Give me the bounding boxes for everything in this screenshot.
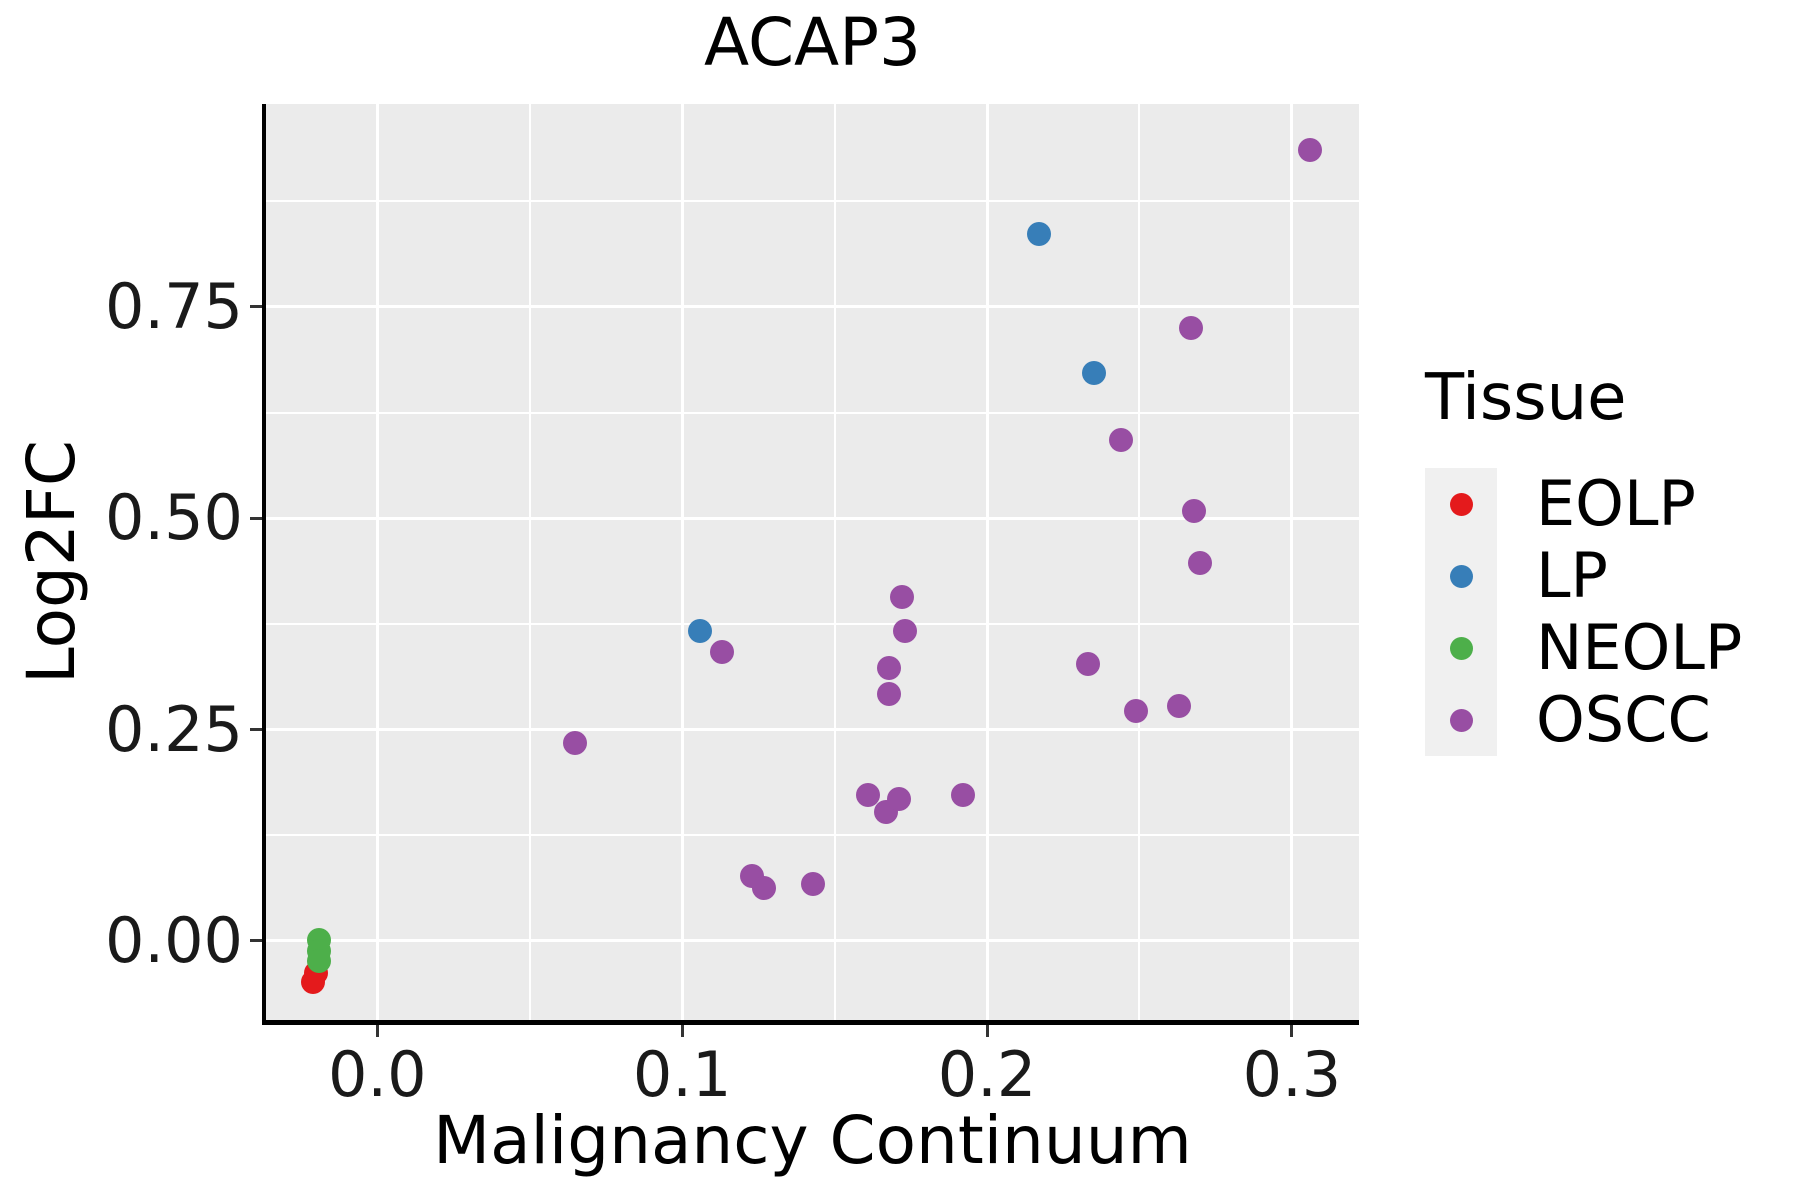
data-point-OSCC	[950, 783, 975, 808]
legend-label: NEOLP	[1536, 611, 1743, 684]
legend: Tissue EOLP LP NEOLP OSCC	[1425, 366, 1742, 756]
data-point-OSCC	[1179, 316, 1204, 340]
gridline-major-x	[1290, 104, 1294, 1020]
data-point-OSCC	[563, 731, 588, 756]
y-tick-label: 0.50	[104, 481, 243, 555]
y-tick-mark	[250, 305, 262, 309]
gridline-major-x	[985, 104, 989, 1020]
y-axis-line	[262, 104, 266, 1025]
gridline-minor-y	[266, 622, 1359, 625]
data-point-OSCC	[1109, 428, 1134, 453]
plot-title: ACAP3	[703, 4, 921, 81]
x-tick-mark	[985, 1025, 989, 1037]
legend-key	[1425, 612, 1497, 684]
x-tick-label: 0.3	[1242, 1038, 1342, 1111]
y-tick-label: 0.00	[104, 903, 243, 977]
gridline-major-y	[266, 305, 1359, 309]
x-tick-mark	[1290, 1025, 1294, 1037]
data-point-OSCC	[877, 682, 902, 707]
gridline-minor-x	[833, 104, 836, 1020]
data-point-OSCC	[877, 655, 902, 680]
data-point-LP	[1081, 360, 1106, 385]
data-point-OSCC	[1075, 652, 1100, 677]
legend-dot-icon	[1449, 492, 1473, 516]
data-point-EOLP	[301, 970, 326, 995]
data-point-OSCC	[1298, 137, 1323, 162]
legend-key	[1425, 684, 1497, 756]
data-point-OSCC	[752, 876, 777, 901]
legend-items: EOLP LP NEOLP OSCC	[1425, 468, 1742, 756]
gridline-major-y	[266, 728, 1359, 732]
gridline-minor-y	[266, 834, 1359, 837]
y-tick-mark	[250, 516, 262, 520]
legend-label: OSCC	[1536, 683, 1711, 756]
x-tick-label: 0.1	[632, 1038, 732, 1111]
legend-dot-icon	[1449, 564, 1473, 588]
x-tick-label: 0.0	[327, 1038, 427, 1111]
legend-item-LP: LP	[1425, 540, 1742, 612]
data-point-OSCC	[892, 618, 917, 643]
gridline-minor-y	[266, 411, 1359, 414]
y-tick-label: 0.25	[104, 692, 243, 766]
data-point-OSCC	[886, 786, 911, 811]
data-point-OSCC	[1124, 698, 1149, 723]
legend-dot-icon	[1449, 636, 1473, 660]
data-point-OSCC	[1182, 498, 1207, 523]
gridline-major-x	[375, 104, 379, 1020]
y-tick-label: 0.75	[104, 269, 243, 343]
gridline-major-y	[266, 516, 1359, 520]
x-axis-title: Malignancy Continuum	[433, 1102, 1192, 1179]
data-point-NEOLP	[307, 949, 332, 974]
legend-item-NEOLP: NEOLP	[1425, 612, 1742, 684]
gridline-minor-x	[1138, 104, 1141, 1020]
y-tick-mark	[250, 939, 262, 943]
legend-dot-icon	[1449, 708, 1473, 732]
data-point-LP	[688, 619, 713, 644]
x-axis-line	[262, 1020, 1359, 1025]
data-point-LP	[1026, 222, 1051, 247]
y-axis-title: Log2FC	[13, 440, 90, 684]
x-tick-mark	[680, 1025, 684, 1037]
data-point-OSCC	[1167, 693, 1192, 718]
gridline-major-x	[680, 104, 684, 1020]
legend-item-EOLP: EOLP	[1425, 468, 1742, 540]
legend-label: EOLP	[1536, 467, 1696, 540]
data-point-OSCC	[801, 872, 826, 897]
legend-label: LP	[1536, 539, 1608, 612]
data-point-OSCC	[889, 584, 914, 609]
y-tick-mark	[250, 728, 262, 732]
data-point-OSCC	[709, 639, 734, 664]
x-tick-label: 0.2	[937, 1038, 1037, 1111]
data-point-OSCC	[1188, 551, 1213, 575]
x-tick-mark	[375, 1025, 379, 1037]
gridline-minor-y	[266, 200, 1359, 203]
gridline-minor-x	[528, 104, 531, 1020]
gridline-major-y	[266, 939, 1359, 943]
legend-key	[1425, 468, 1497, 540]
plot-panel	[266, 104, 1359, 1020]
legend-title: Tissue	[1425, 361, 1627, 435]
legend-key	[1425, 540, 1497, 612]
legend-item-OSCC: OSCC	[1425, 684, 1742, 756]
